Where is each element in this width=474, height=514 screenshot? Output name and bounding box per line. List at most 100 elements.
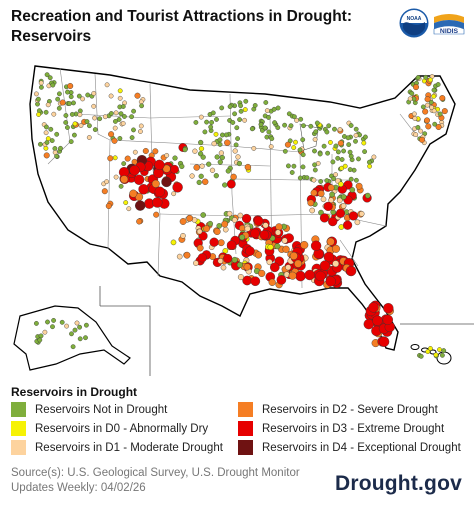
reservoir-marker — [346, 142, 352, 148]
reservoir-marker — [319, 260, 331, 271]
reservoir-marker — [38, 141, 43, 147]
reservoir-marker — [77, 324, 83, 330]
reservoir-marker — [327, 140, 333, 145]
reservoir-marker — [210, 110, 216, 116]
reservoir-marker — [201, 178, 209, 186]
reservoir-marker — [131, 127, 136, 133]
reservoir-marker — [52, 150, 58, 155]
legend-item-d1: Reservoirs in D1 - Moderate Drought — [11, 440, 223, 455]
reservoir-marker — [116, 117, 122, 122]
reservoir-marker — [137, 129, 143, 134]
reservoir-marker — [117, 88, 123, 94]
reservoir-marker — [77, 112, 83, 118]
reservoir-marker — [223, 132, 229, 138]
reservoir-marker — [348, 211, 359, 221]
reservoir-marker — [80, 96, 86, 102]
reservoir-marker — [329, 191, 335, 198]
reservoir-marker — [272, 120, 277, 126]
reservoir-marker — [300, 240, 309, 249]
reservoir-marker — [217, 142, 223, 147]
reservoir-marker — [237, 117, 243, 122]
reservoir-marker — [243, 98, 249, 104]
reservoir-marker — [122, 114, 127, 119]
reservoir-marker — [289, 251, 298, 260]
inset-frame — [99, 286, 151, 376]
reservoir-marker — [78, 123, 84, 128]
reservoir-marker — [281, 237, 288, 244]
reservoir-marker — [343, 220, 353, 230]
reservoir-marker — [203, 225, 210, 233]
reservoir-marker — [220, 264, 227, 271]
reservoir-marker — [118, 183, 124, 189]
reservoir-marker — [345, 265, 357, 277]
noaa-logo-icon: NOAA — [399, 8, 429, 38]
reservoir-marker — [307, 199, 315, 207]
reservoir-marker — [437, 347, 442, 352]
reservoir-marker — [366, 159, 372, 165]
reservoir-marker — [259, 230, 270, 240]
reservoir-marker — [315, 270, 326, 282]
reservoir-marker — [337, 140, 344, 147]
legend-label: Reservoirs in D1 - Moderate Drought — [35, 441, 223, 454]
reservoir-marker — [193, 260, 199, 266]
reservoir-marker — [361, 140, 367, 146]
reservoir-marker — [269, 262, 280, 273]
reservoir-marker — [225, 168, 231, 174]
legend-label: Reservoirs in D0 - Abnormally Dry — [35, 422, 209, 435]
reservoir-marker — [282, 148, 288, 154]
reservoir-marker — [64, 323, 70, 329]
reservoir-marker — [441, 108, 448, 115]
reservoir-marker — [36, 96, 41, 102]
reservoir-marker — [68, 139, 74, 145]
reservoir-marker — [198, 114, 204, 120]
reservoir-marker — [310, 189, 318, 197]
reservoir-marker — [235, 154, 241, 160]
reservoir-marker — [411, 111, 417, 117]
reservoir-marker — [354, 219, 361, 226]
reservoir-marker — [213, 131, 219, 137]
reservoir-marker — [266, 259, 273, 266]
reservoir-marker — [219, 105, 225, 111]
reservoir-marker — [233, 142, 239, 148]
reservoir-marker — [84, 119, 90, 125]
reservoir-marker — [433, 352, 439, 358]
reservoir-marker — [237, 212, 244, 219]
reservoir-marker — [38, 333, 44, 339]
reservoir-marker — [183, 251, 191, 259]
reservoir-marker — [262, 125, 268, 131]
reservoir-marker — [217, 137, 223, 143]
reservoir-marker — [431, 87, 437, 93]
reservoir-marker — [288, 271, 297, 280]
reservoir-marker — [266, 115, 271, 120]
reservoir-marker — [102, 114, 108, 120]
reservoir-marker — [435, 123, 442, 130]
reservoir-marker — [129, 165, 140, 176]
reservoir-marker — [198, 146, 205, 152]
reservoir-marker — [120, 121, 126, 126]
reservoir-marker — [423, 74, 429, 80]
reservoir-marker — [65, 89, 70, 95]
reservoir-marker — [235, 136, 241, 142]
reservoir-marker — [170, 239, 177, 246]
reservoir-marker — [92, 115, 98, 121]
reservoir-marker — [320, 196, 327, 203]
reservoir-marker — [193, 164, 200, 171]
reservoir-marker — [213, 228, 221, 236]
reservoir-marker — [206, 161, 212, 167]
reservoir-marker — [309, 207, 316, 214]
reservoir-marker — [250, 276, 261, 286]
reservoir-marker — [333, 143, 339, 149]
reservoir-marker — [43, 152, 50, 159]
reservoir-marker — [186, 214, 194, 222]
reservoir-marker — [63, 120, 69, 125]
reservoir-marker — [154, 186, 166, 198]
reservoir-marker — [85, 92, 91, 98]
reservoir-marker — [431, 108, 437, 114]
reservoir-marker — [371, 154, 377, 160]
reservoir-marker — [91, 103, 97, 109]
reservoir-marker — [242, 213, 252, 224]
reservoir-marker — [111, 137, 118, 144]
reservoir-marker — [341, 148, 346, 154]
reservoir-marker — [164, 153, 170, 158]
drought-gov-link[interactable]: Drought.gov — [334, 472, 462, 495]
